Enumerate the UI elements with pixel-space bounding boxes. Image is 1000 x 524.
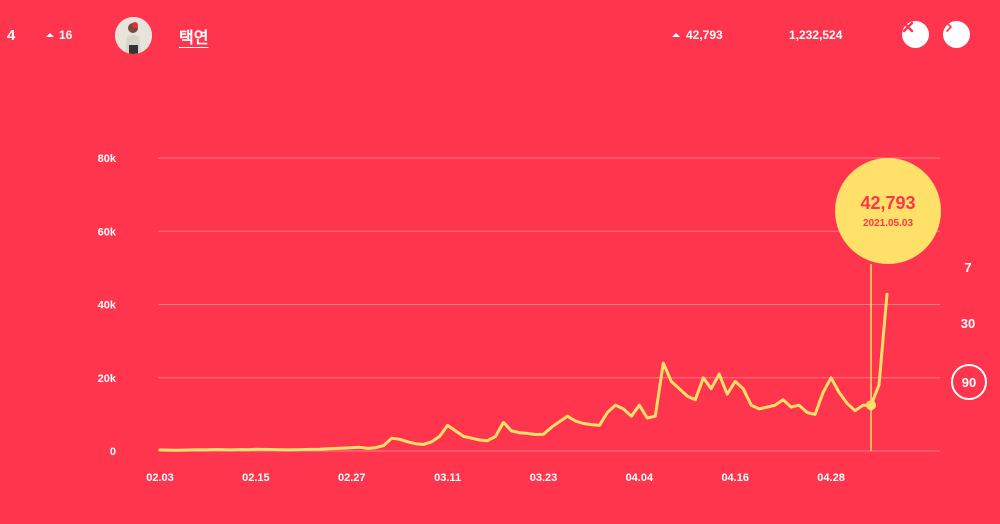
x-tick-label-1: 02.15: [242, 472, 270, 484]
x-tick-label-0: 02.03: [146, 472, 174, 484]
rank-change: 16: [46, 28, 72, 42]
artist-name-link[interactable]: 택연: [179, 30, 209, 47]
rank-change-value: 16: [59, 28, 73, 42]
value-tooltip: 42,793 2021.05.03: [835, 158, 941, 264]
tooltip-value: 42,793: [860, 193, 916, 213]
period-30-button[interactable]: 30: [960, 315, 976, 331]
y-tick-label-3: 60k: [98, 226, 117, 238]
up-arrow-icon: [672, 33, 680, 37]
ranking-header: 4 16 택연 42,793 1,232,524: [0, 0, 1000, 70]
x-tick-label-5: 04.04: [626, 472, 654, 484]
today-votes: 42,793: [672, 28, 723, 42]
y-tick-label-4: 80k: [98, 153, 117, 165]
tooltip-date: 2021.05.03: [862, 218, 914, 229]
avatar-image: [115, 17, 152, 54]
period-90-button[interactable]: 90: [951, 364, 987, 400]
x-tick-label-7: 04.28: [817, 472, 845, 484]
x-tick-label-6: 04.16: [721, 472, 749, 484]
highlight-point: [866, 400, 877, 411]
avatar: [115, 17, 152, 54]
up-arrow-icon: [46, 33, 54, 37]
y-tick-label-0: 0: [110, 446, 116, 458]
y-tick-label-2: 40k: [98, 300, 117, 312]
period-7-button[interactable]: 7: [964, 259, 972, 275]
chevron-right-icon: [946, 22, 952, 32]
x-tick-label-3: 03.11: [434, 472, 461, 484]
close-icon: [902, 21, 914, 33]
next-button[interactable]: [943, 21, 970, 48]
rank-number: 4: [7, 27, 16, 44]
series-line: [158, 292, 889, 452]
x-tick-label-4: 03.23: [530, 472, 558, 484]
y-tick-label-1: 20k: [98, 373, 117, 385]
total-votes: 1,232,524: [789, 28, 843, 42]
today-votes-value: 42,793: [686, 28, 723, 42]
x-tick-label-2: 02.27: [338, 472, 366, 484]
close-button[interactable]: [902, 21, 929, 48]
